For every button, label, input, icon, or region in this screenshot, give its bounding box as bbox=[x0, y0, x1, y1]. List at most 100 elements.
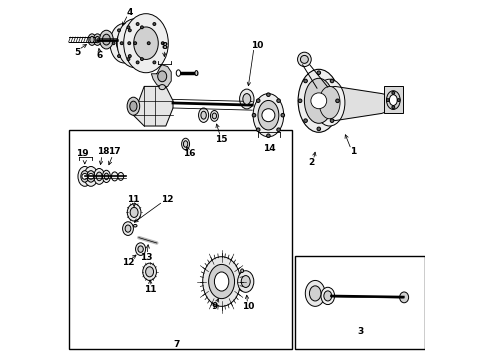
Circle shape bbox=[128, 55, 131, 58]
Circle shape bbox=[88, 174, 94, 179]
Circle shape bbox=[136, 61, 139, 64]
Ellipse shape bbox=[298, 69, 340, 132]
Ellipse shape bbox=[182, 138, 190, 150]
Text: 6: 6 bbox=[96, 51, 102, 60]
Circle shape bbox=[136, 23, 139, 26]
Circle shape bbox=[127, 26, 130, 29]
Circle shape bbox=[120, 42, 123, 45]
Text: 18: 18 bbox=[98, 148, 110, 157]
Ellipse shape bbox=[125, 225, 131, 232]
Ellipse shape bbox=[238, 271, 254, 292]
Ellipse shape bbox=[203, 257, 241, 306]
Ellipse shape bbox=[183, 141, 188, 147]
Circle shape bbox=[147, 42, 150, 45]
Ellipse shape bbox=[130, 207, 138, 217]
Circle shape bbox=[256, 99, 260, 103]
Circle shape bbox=[330, 79, 334, 83]
Ellipse shape bbox=[127, 97, 140, 115]
Ellipse shape bbox=[102, 34, 110, 45]
Ellipse shape bbox=[136, 243, 146, 256]
Circle shape bbox=[304, 119, 307, 122]
Ellipse shape bbox=[400, 292, 409, 303]
Ellipse shape bbox=[146, 267, 153, 277]
Ellipse shape bbox=[143, 263, 156, 280]
Circle shape bbox=[281, 113, 285, 117]
Ellipse shape bbox=[99, 30, 113, 49]
Circle shape bbox=[267, 134, 270, 138]
Bar bbox=[384, 86, 403, 113]
Ellipse shape bbox=[94, 168, 104, 184]
Circle shape bbox=[277, 99, 280, 103]
Circle shape bbox=[336, 99, 339, 103]
Circle shape bbox=[317, 127, 320, 131]
Circle shape bbox=[82, 174, 88, 179]
Ellipse shape bbox=[78, 166, 92, 186]
Ellipse shape bbox=[118, 172, 123, 180]
Ellipse shape bbox=[241, 276, 250, 287]
Ellipse shape bbox=[241, 269, 244, 273]
Text: 12: 12 bbox=[161, 195, 173, 204]
Text: 8: 8 bbox=[161, 42, 168, 51]
Ellipse shape bbox=[94, 34, 101, 45]
Circle shape bbox=[330, 119, 334, 122]
Ellipse shape bbox=[95, 36, 99, 43]
Text: 10: 10 bbox=[251, 41, 264, 50]
Ellipse shape bbox=[304, 78, 333, 123]
Ellipse shape bbox=[212, 113, 217, 119]
Text: 13: 13 bbox=[140, 253, 152, 262]
Circle shape bbox=[262, 109, 275, 122]
Text: 7: 7 bbox=[173, 340, 180, 348]
Ellipse shape bbox=[110, 23, 139, 63]
Circle shape bbox=[153, 61, 156, 64]
Polygon shape bbox=[151, 65, 171, 88]
Circle shape bbox=[141, 26, 144, 29]
Ellipse shape bbox=[215, 272, 229, 291]
Ellipse shape bbox=[310, 286, 321, 301]
Ellipse shape bbox=[138, 246, 143, 252]
Text: 12: 12 bbox=[122, 258, 134, 267]
Circle shape bbox=[128, 29, 131, 32]
Ellipse shape bbox=[201, 111, 206, 119]
Circle shape bbox=[392, 91, 395, 94]
Ellipse shape bbox=[240, 89, 254, 109]
Circle shape bbox=[252, 113, 256, 117]
Ellipse shape bbox=[127, 204, 141, 221]
Ellipse shape bbox=[133, 225, 137, 227]
Circle shape bbox=[118, 55, 121, 58]
Ellipse shape bbox=[176, 70, 180, 76]
Ellipse shape bbox=[297, 52, 311, 67]
Circle shape bbox=[397, 99, 400, 102]
Circle shape bbox=[267, 93, 270, 96]
Ellipse shape bbox=[104, 173, 109, 180]
Ellipse shape bbox=[84, 166, 98, 186]
Circle shape bbox=[298, 99, 302, 103]
Text: 15: 15 bbox=[215, 135, 228, 144]
Ellipse shape bbox=[314, 79, 345, 126]
Ellipse shape bbox=[81, 171, 89, 182]
Ellipse shape bbox=[209, 264, 235, 299]
Text: 2: 2 bbox=[309, 158, 315, 167]
Circle shape bbox=[317, 71, 320, 75]
Text: 16: 16 bbox=[183, 149, 196, 158]
Ellipse shape bbox=[300, 55, 308, 63]
Ellipse shape bbox=[159, 85, 166, 90]
Ellipse shape bbox=[321, 287, 335, 305]
Circle shape bbox=[392, 106, 395, 109]
Circle shape bbox=[141, 58, 144, 60]
Ellipse shape bbox=[88, 34, 96, 45]
Circle shape bbox=[127, 58, 130, 60]
Ellipse shape bbox=[97, 172, 102, 181]
Circle shape bbox=[161, 42, 164, 45]
Text: 5: 5 bbox=[74, 48, 81, 57]
Text: 4: 4 bbox=[126, 8, 133, 17]
Ellipse shape bbox=[195, 71, 198, 76]
Text: 3: 3 bbox=[357, 328, 363, 336]
Circle shape bbox=[134, 42, 137, 45]
Ellipse shape bbox=[90, 36, 94, 43]
Circle shape bbox=[128, 42, 131, 45]
Ellipse shape bbox=[258, 100, 279, 130]
Ellipse shape bbox=[87, 171, 95, 182]
Ellipse shape bbox=[210, 111, 219, 121]
Text: 19: 19 bbox=[75, 149, 88, 158]
Text: 1: 1 bbox=[350, 148, 356, 157]
